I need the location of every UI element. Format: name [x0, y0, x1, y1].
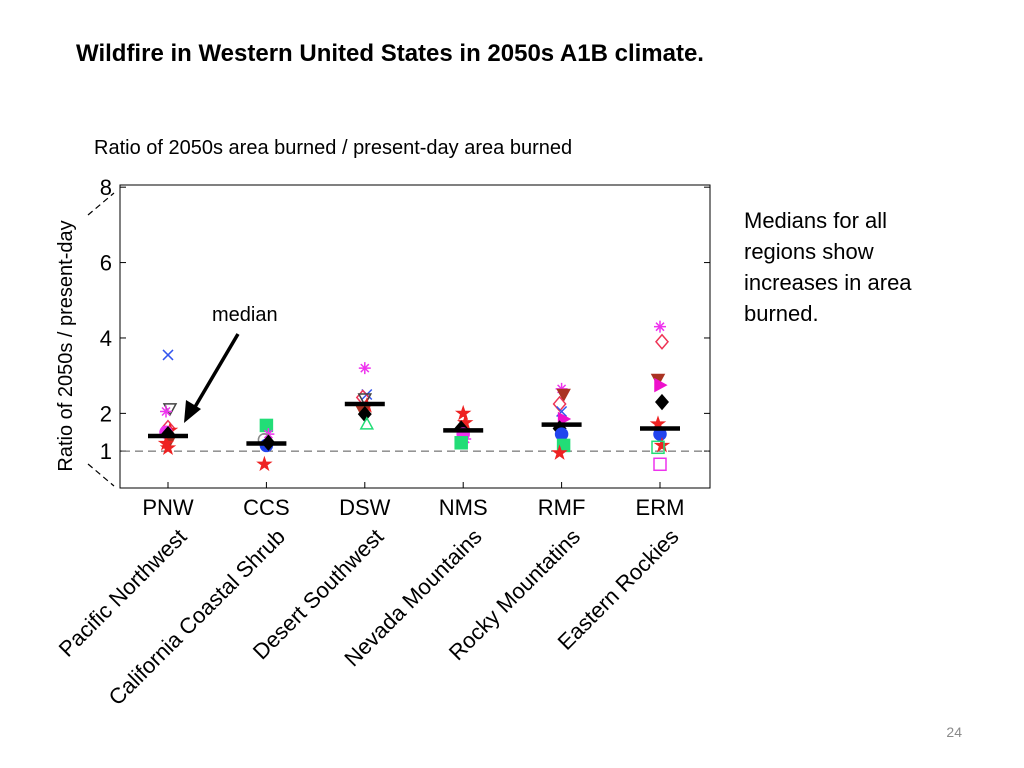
data-point-asterisk	[160, 405, 172, 418]
side-note: Medians for all regions show increases i…	[744, 208, 912, 326]
page-number: 24	[946, 724, 962, 740]
y-tick-label: 2	[100, 401, 112, 426]
median-bars	[148, 401, 680, 446]
data-point-square-open	[651, 440, 665, 455]
x-tick-label: NMS	[439, 495, 488, 520]
y-tick-label: 8	[100, 175, 112, 200]
y-tick-label: 4	[100, 326, 112, 351]
data-point-diamond-open	[552, 395, 567, 413]
chart-title: Ratio of 2050s area burned / present-day…	[94, 137, 572, 159]
data-point-square	[454, 436, 468, 450]
data-point-diamond	[655, 393, 669, 411]
data-point-triangle-right	[654, 377, 668, 393]
data-point-star	[159, 439, 177, 455]
slide-title: Wildfire in Western United States in 205…	[76, 40, 704, 67]
y-axis-ticks: 8 6 4 2 1	[100, 175, 710, 464]
y-axis-label: Ratio of 2050s / present-day	[55, 220, 77, 471]
median-annotation-label: median	[212, 304, 278, 326]
data-point-triangle-down	[556, 388, 571, 403]
data-point-square	[259, 418, 274, 433]
x-axis-ticks: PNW CCS DSW NMS RMF ERM	[142, 482, 684, 520]
data-point-asterisk	[358, 362, 371, 375]
y-tick-label: 6	[100, 251, 112, 276]
x-tick-label: PNW	[142, 495, 194, 520]
plot-frame	[119, 184, 711, 489]
data-point-circle	[554, 427, 569, 441]
data-point-star	[653, 436, 671, 453]
data-point-triangle-down-open	[357, 393, 373, 407]
median-annotation-arrow	[184, 333, 240, 423]
x-tick-label: RMF	[538, 495, 586, 520]
data-point-star	[256, 455, 273, 472]
data-point-square-open	[653, 457, 667, 472]
axis-break-top	[87, 192, 115, 216]
x-tick-label: DSW	[339, 495, 391, 520]
data-point-triangle-open	[359, 416, 375, 430]
y-tick-label: 1	[100, 439, 112, 464]
data-point-diamond-open	[655, 333, 669, 350]
region-name-label: California Coastal Shrub	[104, 524, 290, 710]
data-point-triangle-right	[557, 411, 572, 427]
data-points	[157, 320, 671, 472]
data-point-star	[551, 444, 568, 460]
x-tick-label: CCS	[243, 495, 289, 520]
data-point-x	[162, 349, 174, 361]
axis-break-bottom	[87, 463, 115, 487]
data-point-star	[454, 404, 472, 421]
x-tick-label: ERM	[636, 495, 685, 520]
data-point-asterisk	[654, 320, 666, 333]
data-point-triangle-down-open	[162, 403, 178, 417]
